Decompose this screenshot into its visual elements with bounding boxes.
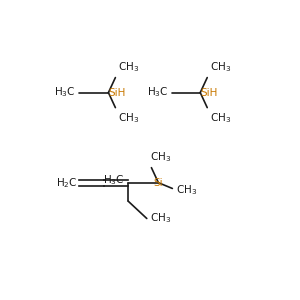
Text: SiH: SiH — [200, 88, 218, 98]
Text: CH$_3$: CH$_3$ — [118, 60, 139, 74]
Text: CH$_3$: CH$_3$ — [210, 60, 231, 74]
Text: H$_3$C: H$_3$C — [147, 86, 169, 100]
Text: CH$_3$: CH$_3$ — [210, 111, 231, 125]
Text: H$_2$C: H$_2$C — [56, 176, 77, 190]
Text: Si: Si — [154, 178, 163, 188]
Text: CH$_3$: CH$_3$ — [176, 183, 197, 197]
Text: H$_3$C: H$_3$C — [54, 86, 76, 100]
Text: H$_3$C: H$_3$C — [103, 173, 125, 187]
Text: CH$_3$: CH$_3$ — [150, 150, 171, 164]
Text: CH$_3$: CH$_3$ — [118, 111, 139, 125]
Text: CH$_3$: CH$_3$ — [150, 212, 171, 225]
Text: SiH: SiH — [108, 88, 126, 98]
